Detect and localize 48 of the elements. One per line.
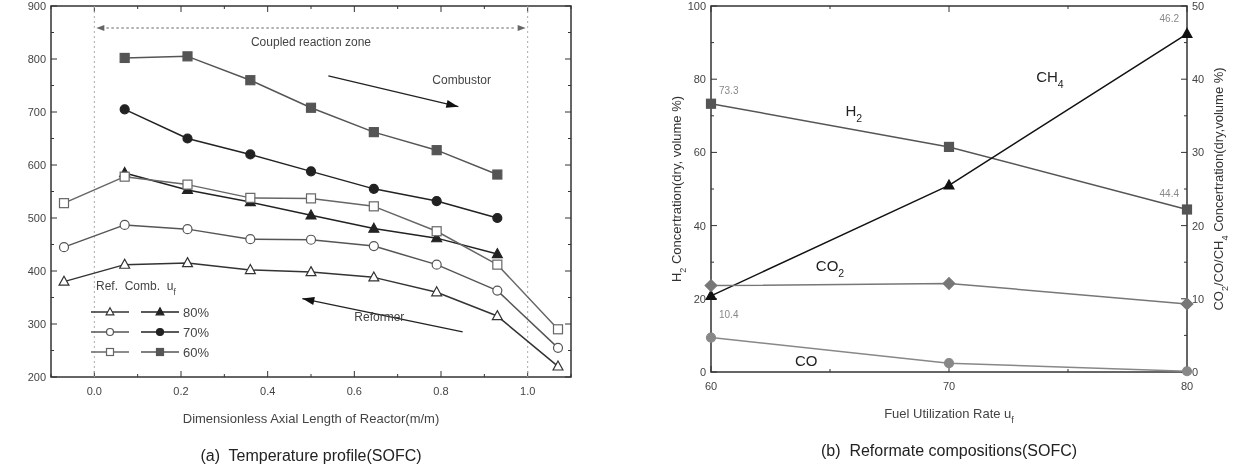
x-tick-label: 0.4 xyxy=(260,385,276,397)
y-tick-label: 300 xyxy=(27,318,46,330)
y-tick-label: 0 xyxy=(699,366,706,378)
x-tick-label: 0.2 xyxy=(173,385,189,397)
text: (a) Temperature profile(SOFC) xyxy=(200,447,422,464)
y-tick-label: 500 xyxy=(27,212,46,224)
y-tick-label: 40 xyxy=(693,219,706,232)
x-tick-label: 0.8 xyxy=(433,385,449,397)
y2-tick-label: 0 xyxy=(1192,366,1199,378)
legend-label: 60% xyxy=(183,345,210,360)
x-tick-label: 80 xyxy=(1180,380,1194,392)
y2-tick-label: 50 xyxy=(1192,0,1205,12)
data-label: 46.2 xyxy=(1159,12,1180,24)
y-tick-label: 60 xyxy=(693,146,706,159)
y-tick-label: 900 xyxy=(27,0,46,12)
data-label: 10.4 xyxy=(719,308,739,320)
annotation: Combustor xyxy=(432,73,492,88)
y-tick-label: 80 xyxy=(693,73,706,86)
y2-tick-label: 20 xyxy=(1192,219,1205,232)
x-axis-title: Fuel Utilization Rate u$_{f}$ xyxy=(884,406,1015,425)
series-label: CH$_{4}$ xyxy=(1036,68,1064,90)
y2-tick-label: 10 xyxy=(1192,292,1205,305)
text: (b) Reformate compositions(SOFC) xyxy=(820,442,1078,459)
x-tick-label: 60 xyxy=(704,380,718,392)
legend-label: 80% xyxy=(183,305,210,320)
legend-title: Ref. Comb. u$_{f}$ xyxy=(96,279,177,297)
annotation: Coupled reaction zone xyxy=(250,35,372,49)
y-tick-label: 20 xyxy=(693,292,706,305)
x-tick-label: 70 xyxy=(942,380,956,392)
y-tick-label: 100 xyxy=(687,0,706,12)
data-label: 44.4 xyxy=(1159,188,1180,200)
y-tick-label: 600 xyxy=(27,159,46,171)
series-label: CO$_{2}$ xyxy=(815,256,845,279)
legend-label: 70% xyxy=(183,325,210,340)
x-axis-title: Dimensionless Axial Length of Reactor(m/m) xyxy=(182,411,440,426)
y2-tick-label: 40 xyxy=(1192,73,1205,86)
y-tick-label: 800 xyxy=(27,53,46,65)
data-label: 73.3 xyxy=(719,84,739,96)
series-label: H$_{2}$ xyxy=(845,101,863,124)
y-tick-label: 200 xyxy=(27,371,46,383)
x-tick-label: 0.6 xyxy=(346,385,362,397)
y-tick-label: 700 xyxy=(27,106,46,118)
y-tick-label: 400 xyxy=(27,265,46,277)
x-tick-label: 1.0 xyxy=(520,385,536,397)
series-label: CO xyxy=(794,351,818,369)
y2-tick-label: 30 xyxy=(1192,146,1205,159)
x-tick-label: 0.0 xyxy=(86,385,102,397)
annotation: Reformer xyxy=(354,310,405,325)
